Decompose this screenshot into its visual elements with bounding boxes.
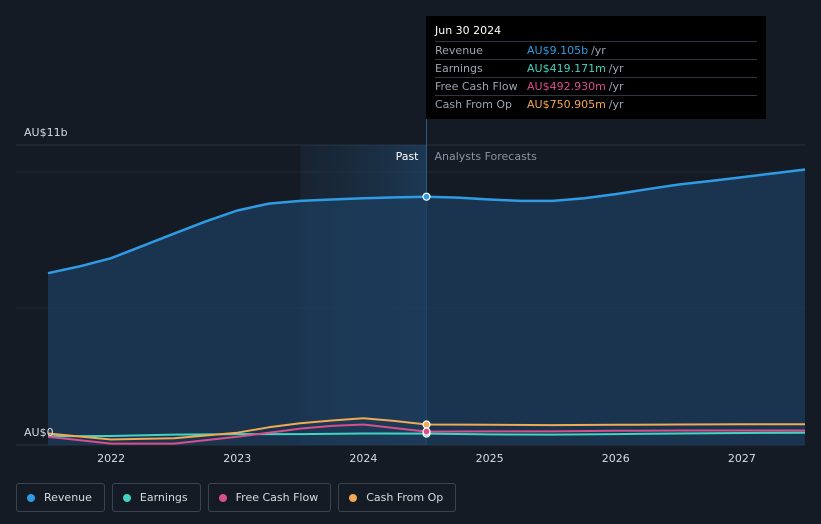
y-axis-top-label: AU$11b	[24, 126, 68, 139]
legend-label: Earnings	[139, 491, 188, 504]
tooltip-value: AU$750.905m	[527, 98, 606, 111]
tooltip: Jun 30 2024 Revenue AU$9.105b /yr Earnin…	[426, 16, 766, 119]
legend: Revenue Earnings Free Cash Flow Cash Fro…	[16, 483, 457, 512]
legend-dot-icon	[27, 493, 35, 502]
legend-dot-icon	[349, 493, 358, 502]
tooltip-value: AU$419.171m	[527, 62, 606, 75]
x-tick-label: 2027	[728, 452, 756, 465]
legend-dot-icon	[218, 493, 227, 502]
tooltip-date: Jun 30 2024	[435, 24, 502, 37]
tooltip-unit: /yr	[608, 98, 624, 111]
past-label: Past	[396, 150, 420, 163]
revenue-area	[48, 169, 805, 445]
x-tick-label: 2022	[97, 452, 125, 465]
legend-item-cash-from-op[interactable]: Cash From Op	[338, 483, 457, 512]
series-line-free-cash-flow	[47, 423, 805, 445]
x-tick-label: 2026	[602, 452, 630, 465]
x-tick-label: 2025	[476, 452, 504, 465]
tooltip-label: Earnings	[435, 62, 483, 75]
legend-item-free-cash-flow[interactable]: Free Cash Flow	[207, 483, 332, 512]
tooltip-value: AU$492.930m	[527, 80, 606, 93]
tooltip-unit: /yr	[608, 80, 624, 93]
marker-free-cash-flow	[422, 427, 431, 436]
legend-item-earnings[interactable]: Earnings	[111, 483, 201, 512]
tooltip-row-revenue: Revenue AU$9.105b /yr	[435, 41, 757, 59]
tooltip-unit: /yr	[591, 44, 606, 57]
marker-cash-from-op	[422, 420, 431, 429]
tooltip-row-free-cash-flow: Free Cash Flow AU$492.930m /yr	[435, 77, 757, 95]
tooltip-row-cash-from-op: Cash From Op AU$750.905m /yr	[435, 95, 757, 113]
tooltip-label: Cash From Op	[435, 98, 513, 111]
legend-label: Cash From Op	[366, 491, 444, 504]
tooltip-value: AU$9.105b	[527, 44, 589, 57]
series-line-cash-from-op	[47, 417, 805, 441]
tooltip-unit: /yr	[608, 62, 624, 75]
y-axis-bottom-label: AU$0	[24, 426, 54, 439]
tooltip-row-earnings: Earnings AU$419.171m /yr	[435, 59, 757, 77]
legend-label: Free Cash Flow	[235, 491, 319, 504]
x-tick-label: 2023	[223, 452, 251, 465]
x-tick-label: 2024	[349, 452, 377, 465]
tooltip-label: Free Cash Flow	[435, 80, 518, 93]
legend-item-revenue[interactable]: Revenue	[16, 483, 105, 512]
legend-dot-icon	[122, 493, 131, 502]
marker-revenue	[422, 192, 431, 201]
legend-label: Revenue	[44, 491, 92, 504]
forecast-label: Analysts Forecasts	[435, 150, 538, 163]
tooltip-label: Revenue	[435, 44, 483, 57]
